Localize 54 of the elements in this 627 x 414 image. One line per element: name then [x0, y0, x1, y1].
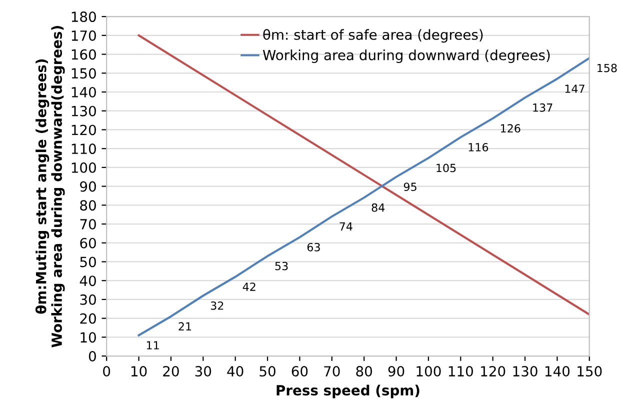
legend-label: θm: start of safe area (degrees): [263, 29, 483, 43]
legend-label: Working area during downward (degrees): [262, 50, 550, 63]
x-tick-label: 100: [416, 366, 441, 377]
y-tick-label: 10: [80, 332, 96, 343]
x-tick-label: 50: [260, 366, 276, 377]
data-label: 84: [372, 203, 385, 212]
y-tick-label: 100: [72, 162, 96, 173]
x-tick-label: 20: [163, 366, 179, 377]
data-label: 126: [500, 124, 520, 133]
y-tick-label: 140: [72, 86, 96, 98]
x-tick-label: 40: [227, 366, 244, 377]
data-label: 63: [307, 242, 320, 252]
data-label: 11: [146, 341, 159, 350]
x-tick-label: 150: [578, 366, 602, 377]
y-tick-label: 120: [72, 124, 96, 136]
data-label: 53: [275, 262, 288, 270]
y-tick-label: 80: [80, 200, 96, 211]
data-label: 147: [565, 84, 584, 93]
x-tick-label: 70: [324, 366, 340, 377]
x-tick-label: 60: [292, 366, 308, 377]
y-tick-label: 60: [80, 238, 96, 248]
data-label: 74: [340, 222, 352, 230]
x-tick-label: 80: [356, 366, 372, 377]
data-label: 105: [436, 164, 456, 172]
y-tick-label: 160: [72, 49, 96, 60]
y-tick-label: 50: [80, 256, 96, 268]
x-tick-label: 30: [195, 366, 212, 377]
y-tick-label: 0: [88, 351, 96, 362]
y-tick-label: 110: [72, 144, 96, 154]
y-tick-label: 170: [72, 30, 96, 41]
data-label: 95: [404, 182, 416, 192]
data-label: 158: [598, 64, 617, 72]
x-tick-label: 140: [545, 366, 570, 377]
y-tick-label: 40: [80, 276, 96, 286]
x-tick-label: 10: [131, 366, 147, 377]
y-tick-label: 30: [80, 294, 96, 305]
x-tick-label: 90: [388, 366, 404, 377]
y-tick-label: 180: [72, 12, 96, 22]
y-axis-title: θm:Muting start angle (degrees) Working area during downward(degrees): [35, 26, 65, 348]
y-tick-label: 20: [80, 313, 96, 324]
y-tick-label: 90: [80, 181, 96, 192]
data-label: 116: [468, 143, 488, 152]
data-label: 21: [178, 322, 192, 330]
x-tick-label: 130: [513, 366, 538, 377]
data-label: 32: [210, 301, 224, 310]
data-label: 42: [242, 282, 256, 291]
x-tick-label: 120: [481, 366, 506, 377]
x-axis-title: Press speed (spm): [276, 384, 420, 398]
y-tick-label: 150: [72, 68, 96, 79]
x-tick-label: 110: [448, 366, 473, 377]
x-tick-label: 0: [103, 366, 110, 377]
y-tick-label: 70: [80, 218, 96, 230]
y-tick-label: 130: [72, 106, 96, 116]
data-label: 137: [533, 103, 552, 112]
